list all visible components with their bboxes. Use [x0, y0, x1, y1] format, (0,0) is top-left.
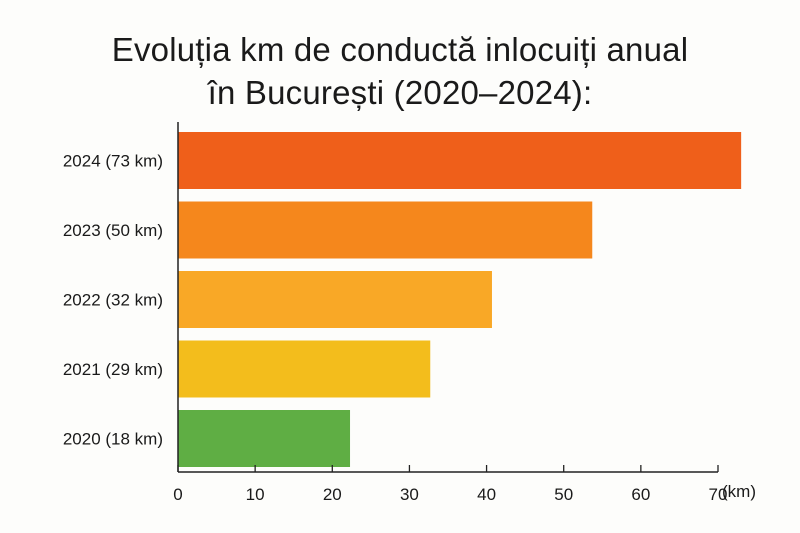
category-label-3: 2021 (29 km)	[63, 360, 163, 379]
x-tick-label-1: 10	[246, 485, 265, 504]
bar-3	[178, 340, 431, 398]
x-tick-label-3: 30	[400, 485, 419, 504]
bar-1	[178, 201, 593, 259]
x-tick-label-6: 60	[631, 485, 650, 504]
bar-4	[178, 410, 351, 467]
chart-title: Evoluția km de conductă inlocuiți anual …	[0, 28, 800, 114]
category-label-1: 2023 (50 km)	[63, 221, 163, 240]
x-tick-label-4: 40	[477, 485, 496, 504]
x-axis: 0 10 20 30 40 50 60 70(km)	[173, 122, 756, 504]
chart-title-line-2: în București (2020–2024):	[207, 74, 593, 111]
category-label-2: 2022 (32 km)	[63, 291, 163, 310]
bar-0	[178, 132, 742, 189]
category-label-0: 2024 (73 km)	[63, 152, 163, 171]
x-tick-label-2: 20	[323, 485, 342, 504]
category-labels: 2024 (73 km) 2023 (50 km) 2022 (32 km) 2021…	[63, 152, 163, 449]
x-tick-label-0: 0	[173, 485, 182, 504]
x-axis-unit-label: (km)	[722, 482, 756, 501]
category-label-4: 2020 (18 km)	[63, 430, 163, 449]
bar-2	[178, 271, 492, 328]
x-tick-label-5: 50	[554, 485, 573, 504]
chart-title-line-1: Evoluția km de conductă inlocuiți anual	[111, 31, 689, 68]
bars-layer	[178, 132, 742, 467]
x-tick-label-7: 70	[709, 485, 728, 504]
